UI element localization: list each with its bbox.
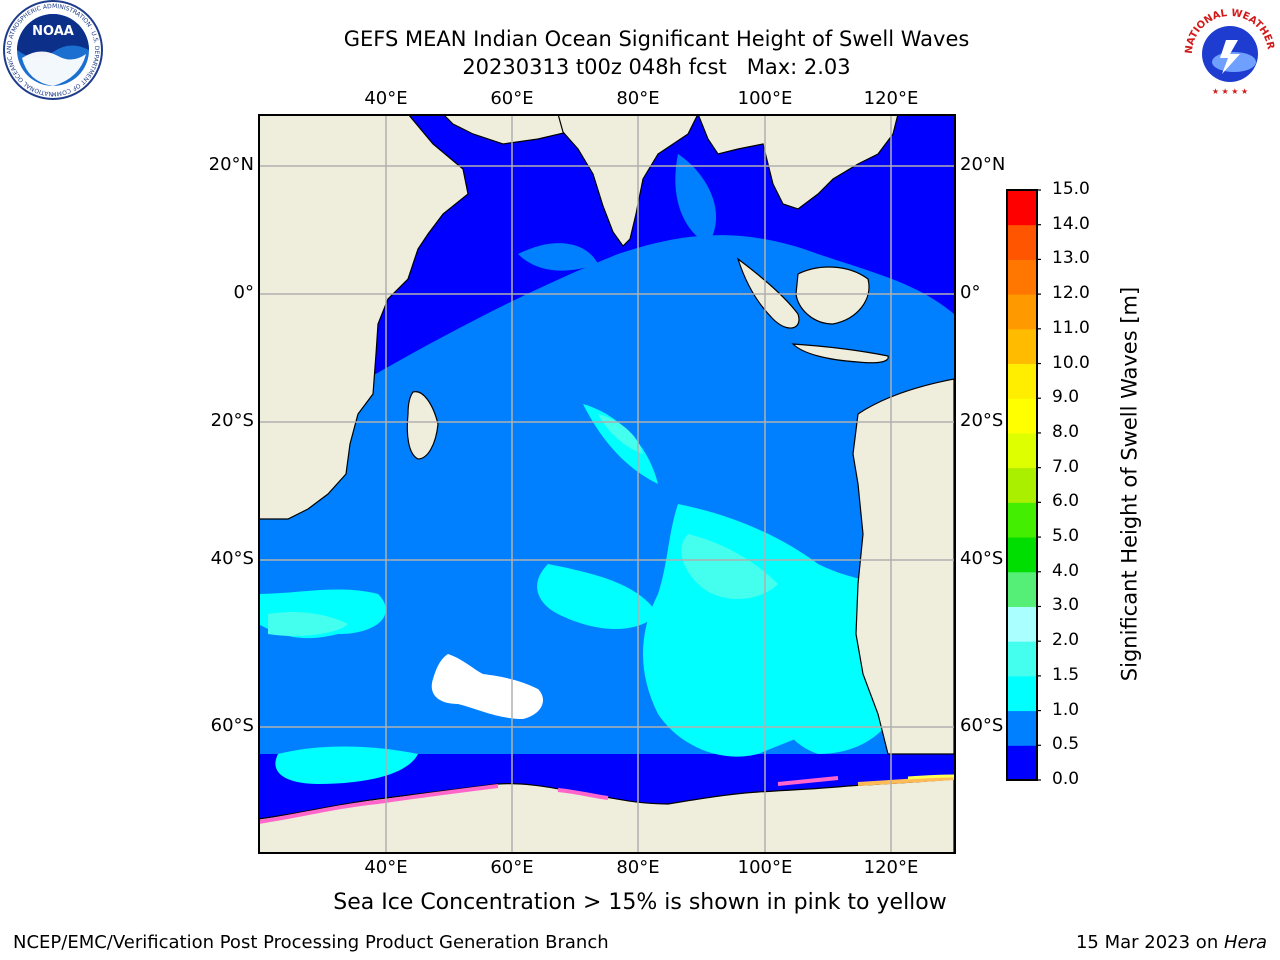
- latitude-label: 40°S: [210, 548, 254, 569]
- colorbar-tick-label: 7.0: [1052, 456, 1080, 477]
- colorbar-frame: [1006, 189, 1038, 781]
- noaa-logo: NATIONAL OCEANIC AND ATMOSPHERIC ADMINIS…: [0, 0, 103, 100]
- land-masses: [260, 116, 954, 852]
- footer-producer: NCEP/EMC/Verification Post Processing Pr…: [13, 932, 609, 953]
- longitude-label: 80°E: [616, 857, 660, 878]
- colorbar-bin: [1007, 571, 1037, 607]
- colorbar-bin: [1007, 745, 1037, 781]
- colorbar-bin: [1007, 190, 1037, 226]
- colorbar-tick-label: 4.0: [1052, 560, 1080, 581]
- latitude-label: 60°S: [210, 715, 254, 736]
- map-subtitle: 20230313 t00z 048h fcst Max: 2.03: [462, 55, 851, 79]
- longitude-label: 60°E: [490, 857, 534, 878]
- colorbar-bin: [1007, 259, 1037, 295]
- colorbar-bin: [1007, 224, 1037, 260]
- no-data-patch: [431, 654, 543, 719]
- colorbar-tick-label: 8.0: [1052, 421, 1080, 442]
- swell-field-1.5-2.0m: [268, 414, 778, 636]
- colorbar-tick-label: 10.0: [1052, 352, 1090, 373]
- longitude-label: 40°E: [364, 857, 408, 878]
- colorbar-bin: [1007, 432, 1037, 469]
- colorbar-bin: [1007, 363, 1037, 399]
- colorbar-tick-label: 9.0: [1052, 387, 1080, 408]
- latitude-label: 60°S: [960, 715, 1004, 736]
- longitude-label: 100°E: [737, 88, 793, 109]
- colorbar-bin: [1007, 537, 1037, 573]
- longitude-label: 40°E: [364, 88, 408, 109]
- longitude-label: 80°E: [616, 88, 660, 109]
- colorbar-tick-label: 0.0: [1052, 769, 1080, 789]
- colorbar-tick-label: 12.0: [1052, 283, 1090, 304]
- latitude-label: 20°S: [960, 410, 1004, 431]
- swell-height-map: [258, 114, 956, 854]
- longitude-label: 120°E: [863, 857, 919, 878]
- colorbar-bin: [1007, 641, 1037, 677]
- colorbar-bin: [1007, 606, 1037, 642]
- colorbar-bin: [1007, 467, 1037, 503]
- sea-ice-caption: Sea Ice Concentration > 15% is shown in …: [333, 890, 947, 915]
- colorbar-tick-label: 15.0: [1052, 179, 1090, 199]
- colorbar-tick-label: 1.0: [1052, 699, 1080, 720]
- colorbar-tick-label: 2.0: [1052, 630, 1080, 651]
- longitude-label: 100°E: [737, 857, 793, 878]
- colorbar-tick-label: 3.0: [1052, 595, 1080, 616]
- colorbar-tick-label: 5.0: [1052, 526, 1080, 547]
- colorbar-tick-label: 11.0: [1052, 317, 1090, 338]
- colorbar-bin: [1007, 502, 1037, 538]
- nws-logo: NATIONAL WEATHER SERVICE ★ ★ ★ ★: [1180, 2, 1277, 99]
- longitude-label: 60°E: [490, 88, 534, 109]
- footer-date: 15 Mar 2023 on Hera: [1076, 932, 1267, 953]
- latitude-label: 0°: [960, 282, 981, 303]
- colorbar-tick-label: 1.5: [1052, 664, 1080, 685]
- latitude-label: 20°N: [960, 154, 1006, 175]
- svg-text:★ ★ ★ ★: ★ ★ ★ ★: [1212, 87, 1248, 96]
- map-title: GEFS MEAN Indian Ocean Significant Heigh…: [343, 27, 970, 51]
- footer-machine: Hera: [1223, 932, 1267, 953]
- map-frame: [258, 114, 956, 854]
- colorbar-label: Significant Height of Swell Waves [m]: [1117, 286, 1142, 682]
- sea-ice-edge: [260, 774, 954, 824]
- colorbar-bin: [1007, 294, 1037, 330]
- map-gridlines: [258, 114, 956, 854]
- longitude-label: 120°E: [863, 88, 919, 109]
- colorbar-tick-label: 14.0: [1052, 213, 1090, 234]
- colorbar: [1006, 189, 1041, 781]
- latitude-label: 20°S: [210, 410, 254, 431]
- footer-date-text: 15 Mar 2023 on: [1075, 932, 1224, 953]
- colorbar-tick-label: 0.5: [1052, 734, 1080, 755]
- colorbar-bin: [1007, 710, 1037, 746]
- latitude-label: 40°S: [960, 548, 1004, 569]
- colorbar-bin: [1007, 675, 1037, 712]
- colorbar-bin: [1007, 328, 1037, 365]
- colorbar-tick-label: 13.0: [1052, 248, 1090, 269]
- latitude-label: 0°: [233, 282, 254, 303]
- latitude-label: 20°N: [208, 154, 254, 175]
- noaa-logo-text: NOAA: [32, 24, 74, 39]
- colorbar-bin: [1007, 398, 1037, 434]
- colorbar-tick-label: 6.0: [1052, 491, 1080, 512]
